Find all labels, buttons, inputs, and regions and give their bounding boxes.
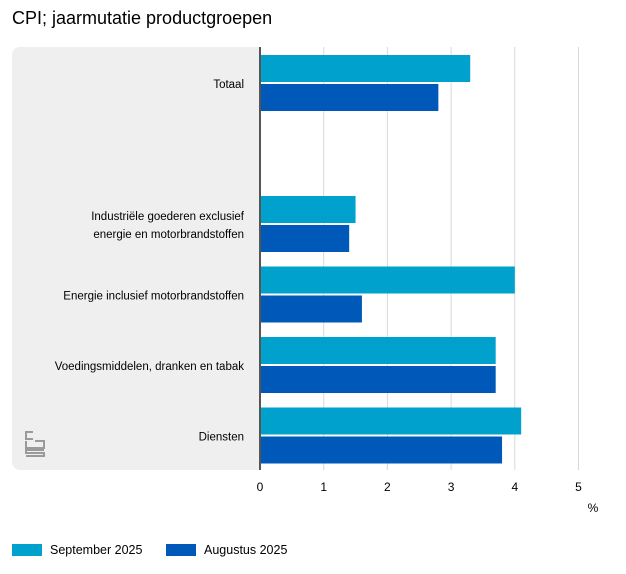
bar-augustus — [260, 436, 503, 464]
x-tick-label: 2 — [384, 480, 391, 494]
legend-swatch — [12, 544, 42, 556]
legend-swatch — [166, 544, 196, 556]
category-label: Diensten — [199, 432, 244, 444]
x-tick-label: 0 — [257, 480, 264, 494]
bar-augustus — [260, 225, 350, 252]
bar-september — [260, 55, 471, 82]
bar-augustus — [260, 295, 362, 323]
bar-september — [260, 266, 515, 294]
x-tick-label: 3 — [448, 480, 455, 494]
legend-item-augustus: Augustus 2025 — [166, 543, 287, 557]
legend-item-september: September 2025 — [12, 543, 142, 557]
x-axis-label: % — [588, 501, 599, 515]
legend-label: September 2025 — [50, 543, 143, 557]
category-label: Voedingsmiddelen, dranken en tabak — [55, 361, 245, 373]
category-label: Industriële goederen exclusief energie en… — [91, 211, 245, 241]
bar-augustus — [260, 84, 439, 111]
cbs-logo-icon — [25, 431, 45, 457]
bar-augustus — [260, 366, 496, 393]
bar-september — [260, 337, 496, 364]
x-tick-label: 5 — [575, 480, 582, 494]
x-tick-label: 1 — [320, 480, 327, 494]
legend-label: Augustus 2025 — [204, 543, 288, 557]
bar-september — [260, 196, 356, 223]
x-tick-label: 4 — [511, 480, 518, 494]
chart-title: CPI; jaarmutatie productgroepen — [12, 8, 273, 28]
category-panel — [12, 47, 260, 470]
bar-september — [260, 407, 522, 435]
category-label: Energie inclusief motorbrandstoffen — [63, 291, 244, 303]
category-label: Totaal — [213, 79, 244, 91]
